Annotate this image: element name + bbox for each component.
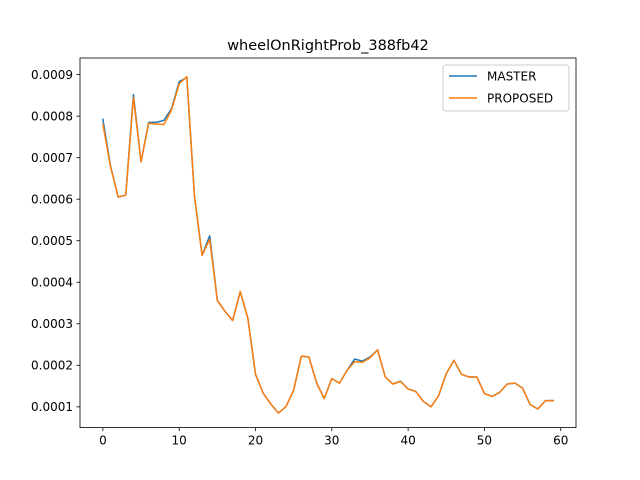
x-tick-label: 10 [172,434,187,448]
legend-label-proposed: PROPOSED [487,92,553,106]
x-axis: 0 10 20 30 40 50 60 [99,427,568,448]
y-tick-label: 0.0005 [31,234,73,248]
y-tick-label: 0.0001 [31,400,73,414]
plot-frame [79,57,577,429]
chart-title: wheelOnRightProb_388fb42 [227,38,429,54]
y-tick-label: 0.0002 [31,359,73,373]
x-tick-label: 20 [248,434,263,448]
y-tick-label: 0.0008 [31,109,73,123]
legend-label-master: MASTER [487,70,536,84]
y-tick-label: 0.0004 [31,276,73,290]
x-tick-label: 30 [324,434,339,448]
y-tick-label: 0.0009 [31,68,73,82]
series-layer [102,75,554,414]
legend: MASTER PROPOSED [442,64,570,112]
series-line-proposed [102,75,554,414]
y-axis: 0.0001 0.0002 0.0003 0.0004 0.0005 0.0006 0.00… [31,68,80,414]
x-tick-label: 0 [99,434,107,448]
x-tick-label: 50 [477,434,492,448]
x-tick-label: 40 [400,434,415,448]
x-tick-label: 60 [553,434,568,448]
y-tick-label: 0.0007 [31,151,73,165]
y-tick-label: 0.0006 [31,192,73,206]
y-tick-label: 0.0003 [31,317,73,331]
